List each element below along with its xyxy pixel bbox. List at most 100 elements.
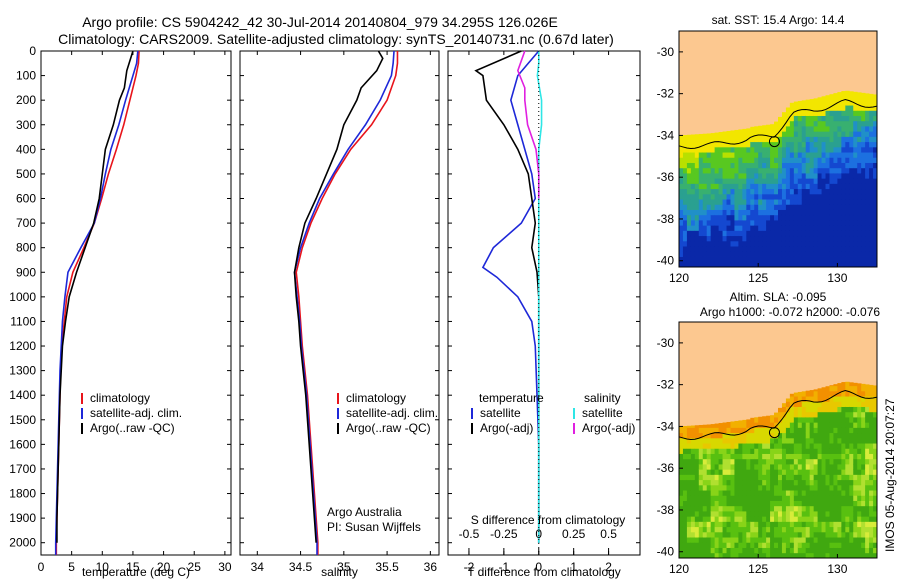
ocean-cell <box>690 251 696 257</box>
ocean-cell <box>766 526 771 533</box>
ocean-cell <box>750 214 755 221</box>
ocean-cell <box>682 426 688 428</box>
ocean-cell <box>853 479 858 486</box>
ocean-cell <box>853 204 858 210</box>
ocean-cell <box>841 105 846 111</box>
ocean-cell <box>742 521 747 528</box>
ocean-cell <box>746 531 751 538</box>
ocean-cell <box>690 516 696 522</box>
ocean-cell <box>845 411 850 418</box>
ocean-cell <box>785 401 791 407</box>
ocean-cell <box>849 474 854 481</box>
ocean-cell <box>742 240 747 247</box>
ocean-cell <box>805 99 811 101</box>
ocean-cell <box>845 178 850 184</box>
ocean-cell <box>857 120 862 127</box>
ocean-cell <box>849 240 854 247</box>
ocean-cell <box>734 225 739 231</box>
ocean-cell <box>829 417 834 423</box>
ocean-cell <box>679 162 684 169</box>
ocean-cell <box>841 401 846 407</box>
ocean-cell <box>686 484 692 491</box>
ocean-cell <box>698 251 704 257</box>
x-tick-label: 34.5 <box>289 560 313 574</box>
ocean-cell <box>690 157 696 163</box>
ocean-cell <box>801 178 807 184</box>
ocean-cell <box>861 406 866 413</box>
ocean-cell <box>809 99 815 106</box>
ocean-cell <box>797 448 803 454</box>
ocean-cell <box>829 484 834 491</box>
ocean-cell <box>841 542 846 548</box>
ocean-cell <box>758 225 763 231</box>
ocean-cell <box>730 152 735 158</box>
ocean-cell <box>801 547 807 554</box>
ocean-cell <box>778 183 783 190</box>
ocean-cell <box>730 193 735 200</box>
ocean-cell <box>797 531 803 538</box>
ocean-cell <box>730 437 735 444</box>
ocean-cell <box>805 188 811 195</box>
ocean-cell <box>774 261 779 268</box>
ocean-cell <box>817 500 822 507</box>
ocean-cell <box>738 422 743 428</box>
ocean-cell <box>841 458 846 465</box>
ocean-cell <box>809 146 815 153</box>
ocean-cell <box>821 261 826 268</box>
ocean-cell <box>750 542 755 548</box>
ocean-cell <box>789 464 795 470</box>
ocean-cell <box>698 531 704 538</box>
ocean-cell <box>865 385 870 392</box>
ocean-cell <box>781 406 787 413</box>
ocean-cell <box>710 188 716 195</box>
ocean-cell <box>857 105 862 111</box>
ocean-cell <box>722 552 727 559</box>
ocean-cell <box>793 401 799 407</box>
ocean-cell <box>869 152 874 158</box>
ocean-cell <box>778 552 783 559</box>
ocean-cell <box>865 458 870 465</box>
ocean-cell <box>873 256 878 263</box>
ocean-cell <box>714 188 719 195</box>
ocean-cell <box>861 256 866 263</box>
ocean-cell <box>817 537 822 543</box>
ocean-cell <box>817 464 822 470</box>
ocean-cell <box>766 427 771 434</box>
ocean-cell <box>837 448 842 454</box>
ocean-cell <box>861 246 866 252</box>
ocean-cell <box>829 385 834 392</box>
ocean-cell <box>801 391 807 397</box>
ocean-cell <box>785 505 791 512</box>
ocean-cell <box>686 427 692 434</box>
ocean-cell <box>849 511 854 517</box>
ocean-cell <box>849 193 854 200</box>
ocean-cell <box>770 448 775 454</box>
ocean-cell <box>817 126 822 132</box>
ocean-cell <box>710 542 716 548</box>
ocean-cell <box>837 240 842 247</box>
ocean-cell <box>778 214 783 221</box>
ocean-cell <box>809 448 815 454</box>
ocean-cell <box>809 458 815 465</box>
ocean-cell <box>702 490 708 496</box>
ocean-cell <box>801 131 807 137</box>
ocean-cell <box>742 443 747 449</box>
ocean-cell <box>746 516 751 522</box>
ocean-cell <box>857 385 862 392</box>
ocean-cell <box>686 448 692 454</box>
ocean-cell <box>714 531 719 538</box>
ocean-cell <box>857 167 862 174</box>
ocean-cell <box>714 146 719 153</box>
credit-text: Argo Australia <box>327 505 402 519</box>
ocean-cell <box>789 531 795 538</box>
ocean-cell <box>679 209 684 216</box>
ocean-cell <box>861 458 866 465</box>
ocean-cell <box>746 464 751 470</box>
ocean-cell <box>813 178 818 184</box>
ocean-cell <box>833 505 838 512</box>
ocean-cell <box>722 251 727 257</box>
ocean-cell <box>793 505 799 512</box>
ocean-cell <box>829 537 834 543</box>
map-frame <box>678 30 878 268</box>
ocean-cell <box>738 251 743 257</box>
